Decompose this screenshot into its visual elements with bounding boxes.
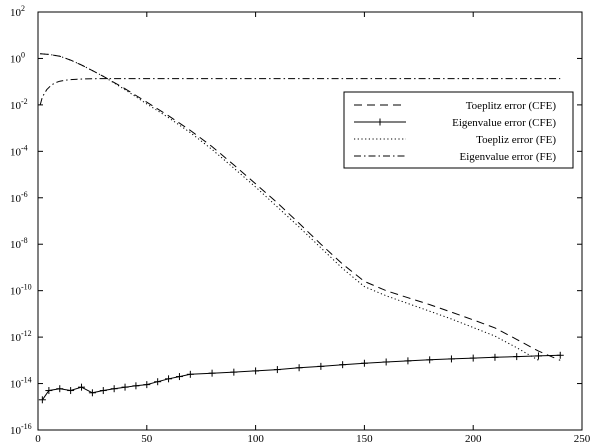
y-tick-label: 10-12 — [10, 329, 32, 344]
plot-area — [37, 11, 583, 431]
x-tick-label: 150 — [356, 433, 373, 445]
series-line-2 — [41, 354, 561, 401]
series-point — [382, 358, 390, 366]
series-point — [110, 385, 118, 393]
y-tick-label: 10-14 — [10, 376, 32, 391]
y-tick-label: 10-10 — [10, 283, 32, 298]
series-point — [252, 367, 260, 375]
x-tick-label: 100 — [247, 433, 264, 445]
series-point — [143, 381, 151, 389]
series-point — [121, 383, 129, 391]
series-point — [317, 362, 325, 370]
legend-label: Toeplitz error (CFE) — [466, 100, 557, 112]
series-layer — [38, 53, 564, 404]
y-tick-label: 102 — [10, 4, 25, 19]
series-point — [88, 389, 96, 397]
series-point — [404, 357, 412, 365]
series-point — [295, 364, 303, 372]
series-point — [339, 361, 347, 369]
series-point — [273, 366, 281, 374]
axis-ticks: 0 50 100 150 200 250 102 100 10-2 10-4 10-6 10-8 10-… — [10, 4, 591, 445]
legend-label: Eigenvalue error (FE) — [459, 151, 556, 163]
series-point — [38, 396, 46, 404]
series-point — [165, 375, 173, 383]
series-point — [426, 356, 434, 364]
series-point — [45, 387, 53, 395]
series-point — [469, 354, 477, 362]
x-tick-label: 250 — [574, 433, 591, 445]
legend-label: Toepliz error (FE) — [476, 134, 556, 146]
series-point — [154, 378, 162, 386]
x-tick-label: 0 — [35, 433, 41, 445]
series-line-4 — [39, 78, 561, 106]
y-tick-label: 10-2 — [10, 97, 28, 112]
x-tick-label: 200 — [465, 433, 482, 445]
series-point — [56, 385, 64, 393]
series-point — [556, 351, 564, 359]
x-tick-label: 50 — [141, 433, 153, 445]
series-point — [99, 387, 107, 395]
y-tick-label: 10-16 — [10, 422, 32, 437]
series-point — [132, 382, 140, 390]
y-tick-label: 10-8 — [10, 236, 28, 251]
series-line-3 — [40, 53, 539, 361]
legend: Toeplitz error (CFE) Eigenvalue error (CF… — [343, 91, 574, 169]
series-point — [491, 353, 499, 361]
y-tick-label: 10-4 — [10, 143, 28, 158]
series-point — [186, 370, 194, 378]
series-point — [360, 359, 368, 367]
series-point — [513, 353, 521, 361]
series-point — [447, 355, 455, 363]
series-point — [67, 387, 75, 395]
series-point — [534, 352, 542, 360]
y-tick-label: 10-6 — [10, 190, 28, 205]
legend-label: Eigenvalue error (CFE) — [452, 117, 556, 129]
y-tick-label: 100 — [10, 50, 25, 65]
series-point — [78, 383, 86, 391]
series-point — [208, 369, 216, 377]
series-point — [230, 368, 238, 376]
series-point — [175, 373, 183, 381]
